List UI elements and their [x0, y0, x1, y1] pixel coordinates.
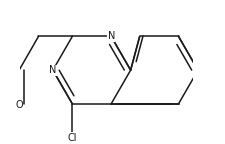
Text: N: N [108, 31, 115, 41]
Text: N: N [49, 65, 56, 75]
Text: O: O [15, 100, 23, 110]
Text: Cl: Cl [68, 133, 77, 143]
